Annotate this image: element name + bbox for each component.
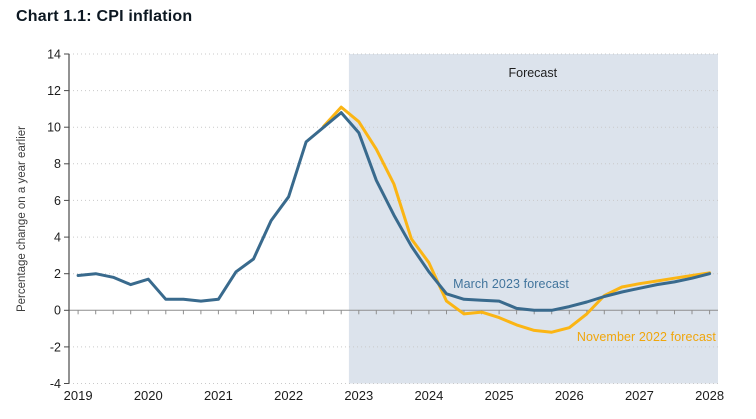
series-label-march-2023-forecast: March 2023 forecast [453,277,569,292]
y-tick-label: 6 [54,194,61,208]
x-tick-label: 2023 [344,388,373,403]
y-tick-label: 14 [47,47,61,61]
x-tick-label: 2021 [204,388,233,403]
chart-title: Chart 1.1: CPI inflation [16,8,193,25]
series-label-november-2022-forecast: November 2022 forecast [576,329,716,344]
y-tick-label: 10 [47,121,61,135]
y-tick-label: 12 [47,84,61,98]
y-tick-label: 4 [54,230,61,244]
x-tick-label: 2019 [64,388,93,403]
series-line-november-2022-forecast [322,105,712,334]
forecast-region-label: Forecast [508,66,558,81]
y-tick-label: 8 [54,157,61,171]
x-tick-label: 2022 [274,388,303,403]
y-tick-label: 0 [54,304,61,318]
x-tick-label: 2025 [485,388,514,403]
x-tick-label: 2028 [695,388,724,403]
y-tick-label: -2 [50,340,61,354]
x-tick-label: 2026 [555,388,584,403]
x-tick-label: 2027 [625,388,654,403]
x-tick-label: 2024 [414,388,443,403]
forecast-band [348,54,718,384]
x-tick-label: 2020 [134,388,163,403]
series-line-march-2023-forecast [76,111,712,312]
y-tick-label: 2 [54,267,61,281]
y-tick-label: -4 [50,377,61,391]
